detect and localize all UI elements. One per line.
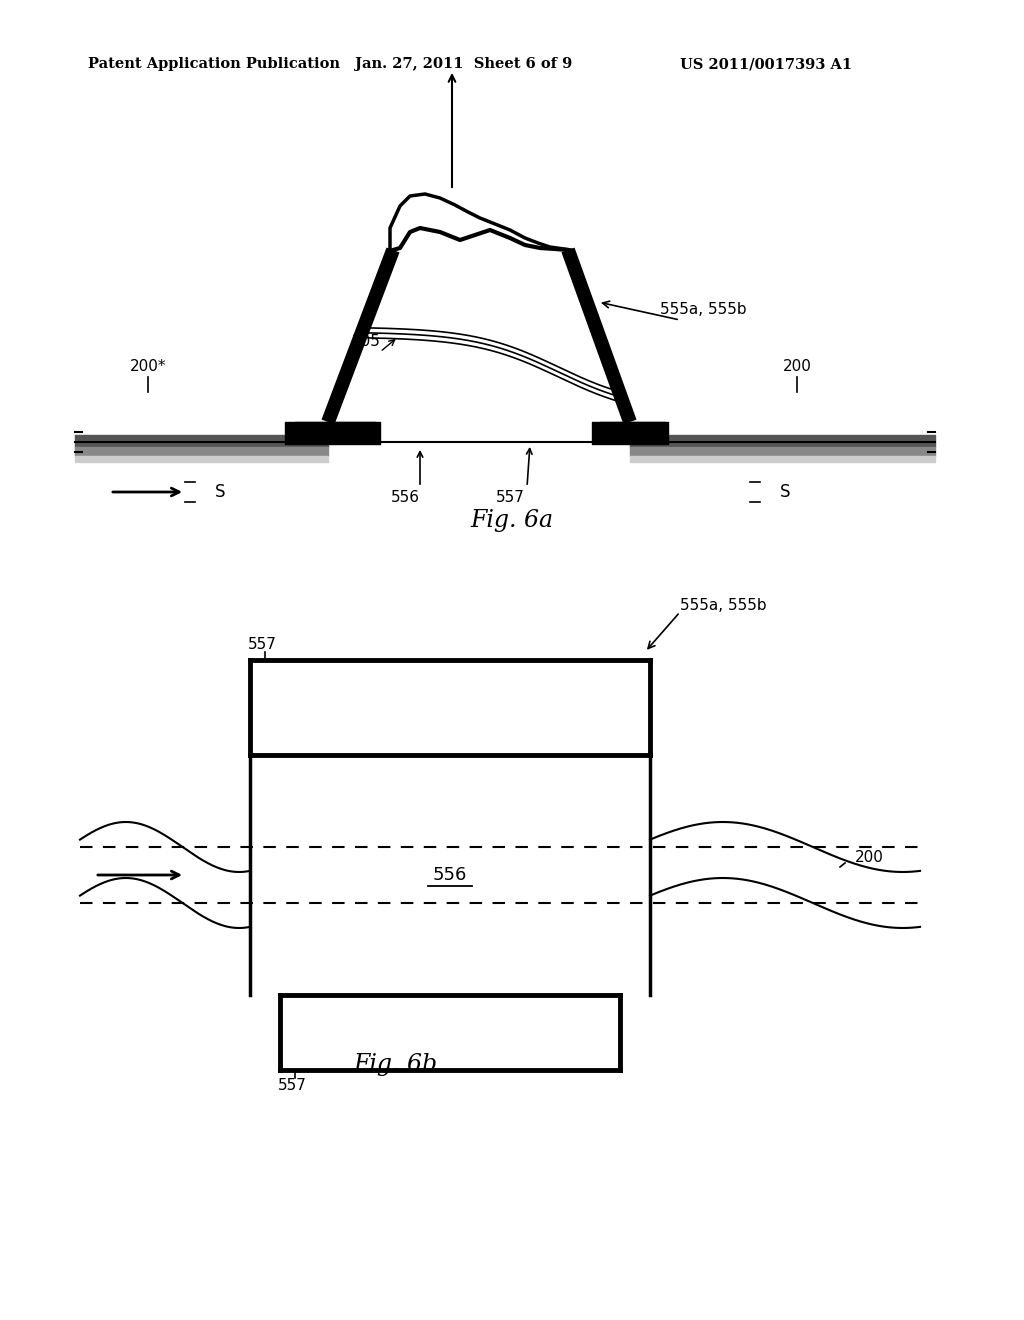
Text: Patent Application Publication: Patent Application Publication — [88, 57, 340, 71]
Text: Fig. 6b: Fig. 6b — [353, 1053, 437, 1077]
Text: 557: 557 — [248, 638, 276, 652]
Text: 555a, 555b: 555a, 555b — [660, 302, 746, 318]
Text: Jan. 27, 2011  Sheet 6 of 9: Jan. 27, 2011 Sheet 6 of 9 — [355, 57, 572, 71]
Text: 205: 205 — [352, 334, 381, 350]
Text: S: S — [215, 483, 225, 502]
Text: US 2011/0017393 A1: US 2011/0017393 A1 — [680, 57, 852, 71]
Text: 200: 200 — [855, 850, 884, 865]
Bar — [280, 995, 620, 1071]
Text: 200: 200 — [782, 359, 811, 374]
Text: 556: 556 — [433, 866, 467, 884]
Text: 555a, 555b: 555a, 555b — [680, 598, 767, 612]
Text: 200*: 200* — [130, 359, 166, 374]
Bar — [250, 660, 650, 755]
Text: 557: 557 — [496, 490, 524, 504]
Text: 556: 556 — [390, 490, 420, 504]
Text: 557: 557 — [278, 1078, 307, 1093]
Text: Fig. 6a: Fig. 6a — [470, 508, 554, 532]
Text: S: S — [779, 483, 791, 502]
